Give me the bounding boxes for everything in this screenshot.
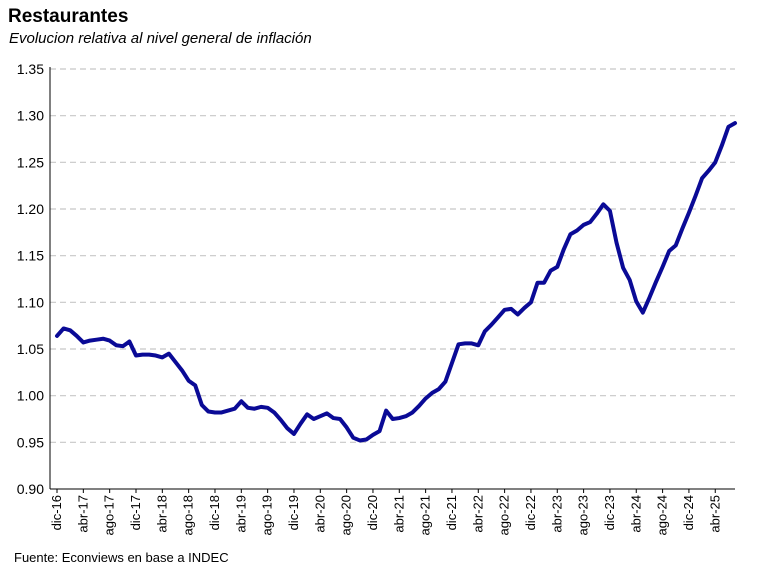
x-tick-label: dic-17 [128, 495, 143, 530]
gridlines [50, 68, 735, 443]
x-tick-label: abr-20 [312, 495, 327, 533]
x-tick-label: dic-18 [207, 495, 222, 530]
y-tick-label: 1.30 [17, 108, 44, 124]
x-tick-label: abr-18 [154, 495, 169, 533]
x-tick-label: ago-20 [339, 495, 354, 535]
y-tick-label: 1.15 [17, 248, 44, 264]
x-tick-label: dic-16 [49, 495, 64, 530]
y-axis-tick-labels: 0.90 0.95 1.00 1.05 1.10 1.15 1.20 1.25 1.30 1.35 [17, 61, 44, 497]
y-tick-label: 0.95 [17, 434, 44, 450]
y-tick-label: 1.10 [17, 294, 44, 310]
x-tick-label: abr-17 [75, 495, 90, 533]
y-tick-label: 1.35 [17, 61, 44, 77]
x-tick-label: dic-24 [681, 495, 696, 530]
x-tick-label: ago-18 [181, 495, 196, 535]
x-tick-label: ago-17 [102, 495, 117, 535]
x-tick-label: abr-22 [470, 495, 485, 533]
y-tick-label: 1.00 [17, 388, 44, 404]
y-tick-label: 1.20 [17, 201, 44, 217]
series-line [55, 121, 737, 443]
x-tick-label: abr-25 [707, 495, 722, 533]
x-tick-label: ago-21 [418, 495, 433, 535]
x-tick-label: dic-21 [444, 495, 459, 530]
series-layer [55, 121, 737, 443]
chart-subtitle: Evolucion relativa al nivel general de i… [9, 30, 312, 47]
chart-title: Restaurantes [8, 6, 129, 27]
x-tick-label: abr-23 [549, 495, 564, 533]
x-tick-label: ago-19 [260, 495, 275, 535]
x-tick-label: dic-19 [286, 495, 301, 530]
x-axis-tick-labels: dic-16 abr-17 ago-17 dic-17 abr-18 ago-18 dic-… [49, 495, 722, 535]
x-tick-label: ago-23 [576, 495, 591, 535]
x-tick-label: abr-19 [233, 495, 248, 533]
y-tick-label: 1.05 [17, 341, 44, 357]
x-tick-label: ago-24 [655, 495, 670, 535]
x-tick-label: dic-22 [523, 495, 538, 530]
x-tick-label: dic-23 [602, 495, 617, 530]
source-note: Fuente: Econviews en base a INDEC [14, 550, 229, 565]
axes [49, 67, 735, 493]
x-tick-label: dic-20 [365, 495, 380, 530]
y-tick-label: 1.25 [17, 154, 44, 170]
x-tick-label: ago-22 [497, 495, 512, 535]
x-tick-label: abr-21 [391, 495, 406, 533]
x-tick-label: abr-24 [628, 495, 643, 533]
y-tick-label: 0.90 [17, 481, 44, 497]
